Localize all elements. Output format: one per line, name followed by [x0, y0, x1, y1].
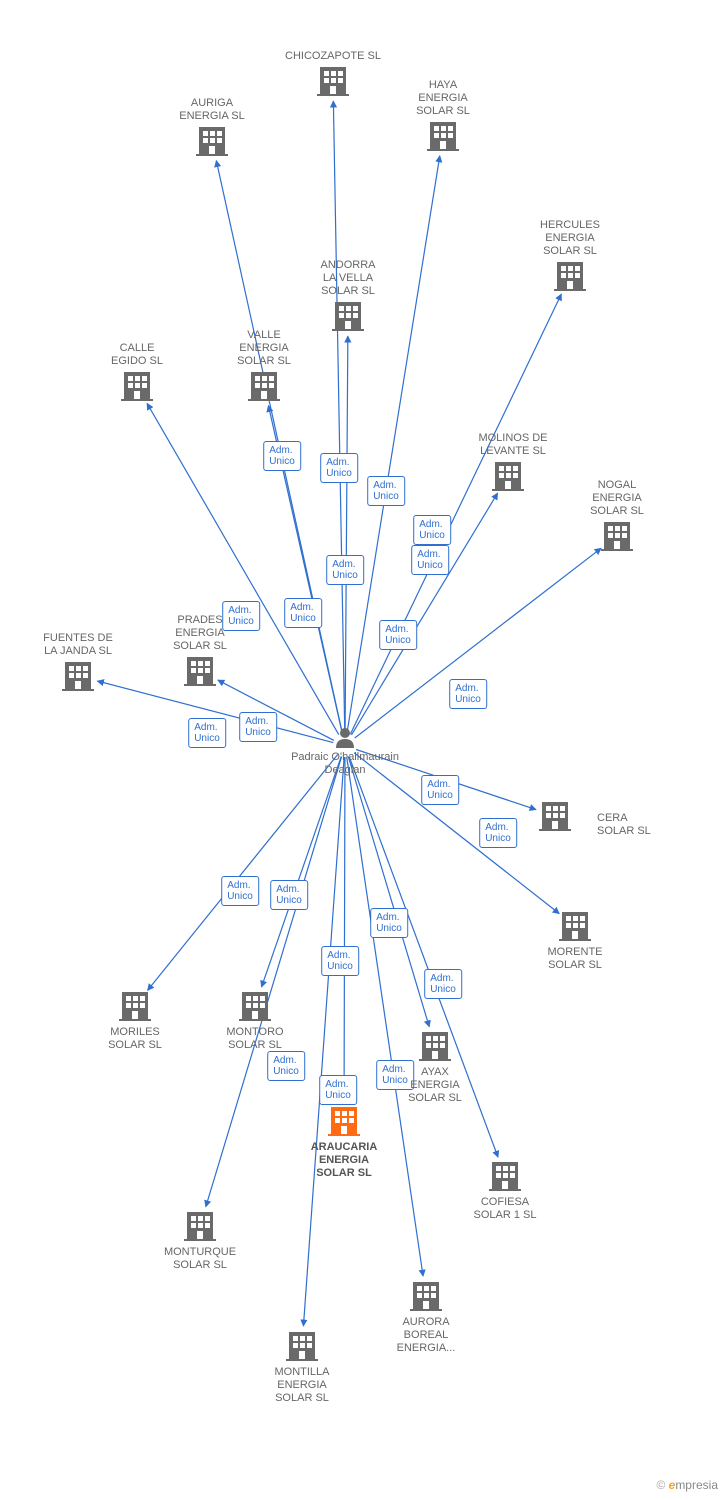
company-node: MONTORO SOLAR SL: [205, 1026, 305, 1052]
company-label: CHICOZAPOTE SL: [283, 50, 383, 63]
company-node: AYAX ENERGIA SOLAR SL: [385, 1066, 485, 1105]
company-label: FUENTES DE LA JANDA SL: [28, 632, 128, 658]
edge-label: Adm. Unico: [270, 880, 308, 910]
company-label: CALLE EGIDO SL: [87, 342, 187, 368]
edge-label: Adm. Unico: [479, 818, 517, 848]
company-node: MONTURQUE SOLAR SL: [150, 1246, 250, 1272]
company-node: HERCULES ENERGIA SOLAR SL: [520, 219, 620, 258]
edge-label: Adm. Unico: [284, 598, 322, 628]
company-label: PRADES ENERGIA SOLAR SL: [150, 614, 250, 653]
edge-label: Adm. Unico: [379, 620, 417, 650]
company-label: MORENTE SOLAR SL: [525, 946, 625, 972]
company-node: CHICOZAPOTE SL: [283, 50, 383, 63]
company-label: VALLE ENERGIA SOLAR SL: [214, 329, 314, 368]
center-person: Padraic O'hallmaurain Deaglan: [290, 751, 400, 777]
edge-label: Adm. Unico: [319, 1075, 357, 1105]
edge-label: Adm. Unico: [326, 555, 364, 585]
company-node: MORENTE SOLAR SL: [525, 946, 625, 972]
company-label: HERCULES ENERGIA SOLAR SL: [520, 219, 620, 258]
copyright: © empresia: [656, 1478, 718, 1492]
company-label: HAYA ENERGIA SOLAR SL: [393, 79, 493, 118]
company-node: NOGAL ENERGIA SOLAR SL: [567, 479, 667, 518]
company-label: MOLINOS DE LEVANTE SL: [463, 432, 563, 458]
company-node: MONTILLA ENERGIA SOLAR SL: [252, 1366, 352, 1405]
company-node: ARAUCARIA ENERGIA SOLAR SL: [294, 1141, 394, 1180]
company-node: CALLE EGIDO SL: [87, 342, 187, 368]
company-label: MONTURQUE SOLAR SL: [150, 1246, 250, 1272]
company-label: MONTILLA ENERGIA SOLAR SL: [252, 1366, 352, 1405]
company-label: ARAUCARIA ENERGIA SOLAR SL: [294, 1141, 394, 1180]
company-label: NOGAL ENERGIA SOLAR SL: [567, 479, 667, 518]
company-node: CERA SOLAR SL: [597, 812, 677, 838]
company-label: COFIESA SOLAR 1 SL: [455, 1196, 555, 1222]
company-label: CERA SOLAR SL: [597, 812, 677, 838]
company-node: FUENTES DE LA JANDA SL: [28, 632, 128, 658]
edge-label: Adm. Unico: [421, 775, 459, 805]
edge-label: Adm. Unico: [449, 679, 487, 709]
edge-label: Adm. Unico: [188, 718, 226, 748]
edge-label: Adm. Unico: [321, 946, 359, 976]
edge-label: Adm. Unico: [320, 453, 358, 483]
edge-label: Adm. Unico: [239, 712, 277, 742]
company-node: HAYA ENERGIA SOLAR SL: [393, 79, 493, 118]
edge-label: Adm. Unico: [370, 908, 408, 938]
company-label: MONTORO SOLAR SL: [205, 1026, 305, 1052]
company-node: MOLINOS DE LEVANTE SL: [463, 432, 563, 458]
company-label: ANDORRA LA VELLA SOLAR SL: [298, 259, 398, 298]
company-node: VALLE ENERGIA SOLAR SL: [214, 329, 314, 368]
edge-label: Adm. Unico: [367, 476, 405, 506]
edge-label: Adm. Unico: [221, 876, 259, 906]
company-label: AURORA BOREAL ENERGIA...: [376, 1316, 476, 1355]
company-node: AURORA BOREAL ENERGIA...: [376, 1316, 476, 1355]
edge-label: Adm. Unico: [411, 545, 449, 575]
edge-label: Adm. Unico: [267, 1051, 305, 1081]
edge-label: Adm. Unico: [263, 441, 301, 471]
company-node: MORILES SOLAR SL: [85, 1026, 185, 1052]
company-node: ANDORRA LA VELLA SOLAR SL: [298, 259, 398, 298]
edge-label: Adm. Unico: [424, 969, 462, 999]
company-label: AYAX ENERGIA SOLAR SL: [385, 1066, 485, 1105]
edge-label: Adm. Unico: [413, 515, 451, 545]
company-node: PRADES ENERGIA SOLAR SL: [150, 614, 250, 653]
company-label: MORILES SOLAR SL: [85, 1026, 185, 1052]
company-label: AURIGA ENERGIA SL: [162, 97, 262, 123]
company-node: COFIESA SOLAR 1 SL: [455, 1196, 555, 1222]
center-label: Padraic O'hallmaurain Deaglan: [290, 751, 400, 777]
company-node: AURIGA ENERGIA SL: [162, 97, 262, 123]
